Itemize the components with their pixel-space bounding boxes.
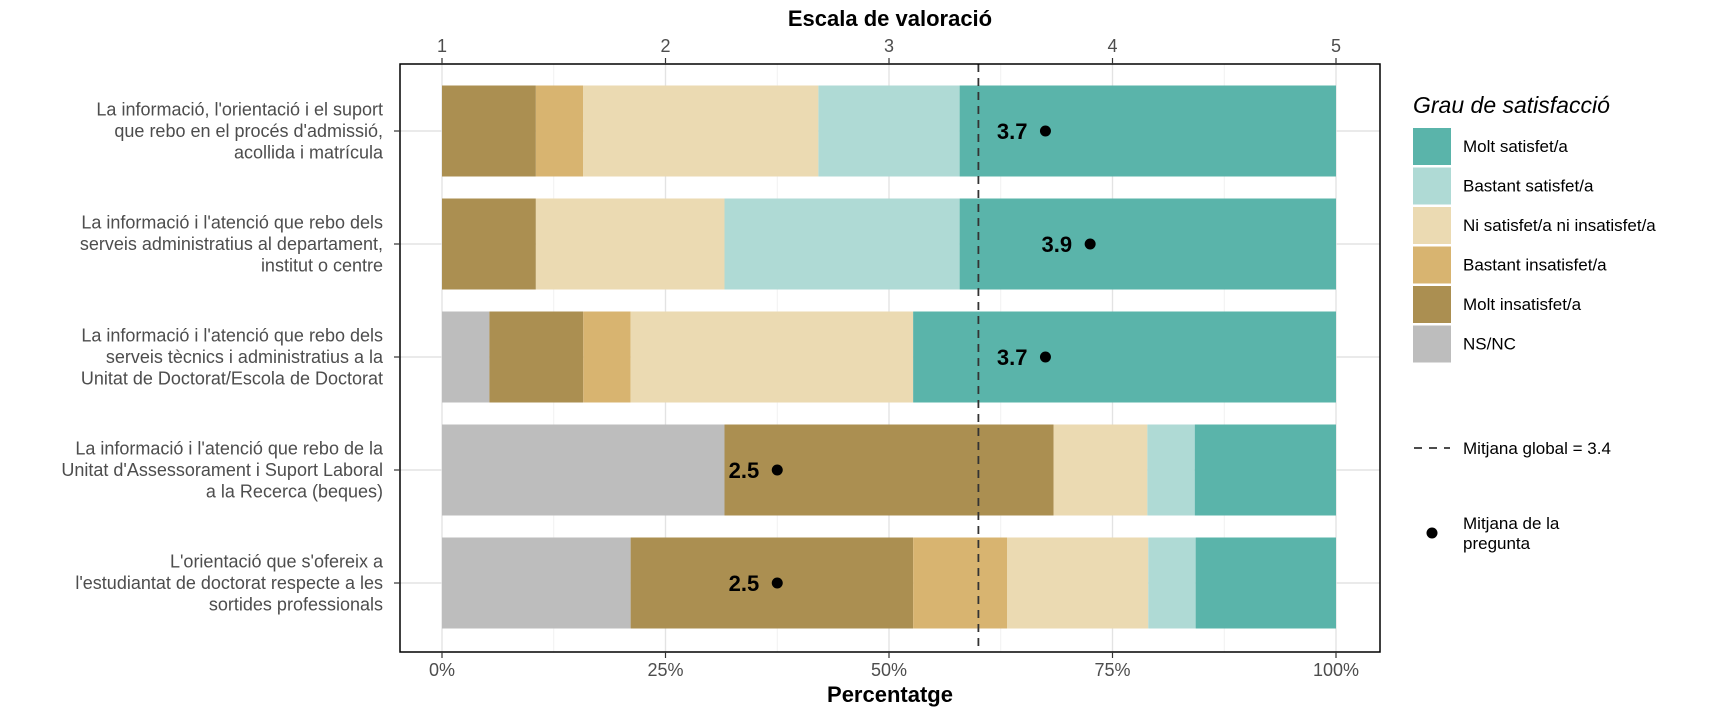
category-label: institut o centre <box>261 256 383 276</box>
x-axis-top: 1 2 3 4 5 <box>437 36 1341 64</box>
legend-question-mean-label: pregunta <box>1463 534 1531 553</box>
x-tick-label: 50% <box>871 660 907 680</box>
mean-point <box>1039 125 1051 137</box>
mean-label: 3.7 <box>997 345 1028 370</box>
category-label: serveis administratius al departament, <box>80 234 383 254</box>
bar-segment <box>724 198 960 290</box>
mean-point <box>1039 351 1051 363</box>
legend-swatch <box>1413 246 1451 284</box>
category-label: La informació i l'atenció que rebo dels <box>81 326 383 346</box>
x-tick-label: 25% <box>647 660 683 680</box>
legend-global-mean-label: Mitjana global = 3.4 <box>1463 439 1611 458</box>
category-label: l'estudiantat de doctorat respecte a les <box>75 573 383 593</box>
bar-segment <box>959 85 1336 177</box>
bar-segment <box>442 424 725 516</box>
bar-segment <box>818 85 960 177</box>
x-axis-title: Percentatge <box>827 682 953 707</box>
x-axis-bottom: 0% 25% 50% 75% 100% <box>429 652 1359 680</box>
legend: Grau de satisfacció Molt satisfet/a Basta… <box>1413 92 1656 553</box>
bar-segment <box>442 85 536 177</box>
legend-label: Bastant satisfet/a <box>1463 177 1594 196</box>
x-tick-label: 0% <box>429 660 455 680</box>
bar-segment <box>1195 537 1336 629</box>
category-label: La informació i l'atenció que rebo de la <box>75 439 384 459</box>
category-label: L'orientació que s'ofereix a <box>170 552 384 572</box>
bar-segment <box>1007 537 1149 629</box>
mean-point <box>1084 238 1096 250</box>
bar-segment <box>535 198 725 290</box>
legend-swatch <box>1413 286 1451 323</box>
bar-segment <box>535 85 584 177</box>
category-label: Unitat de Doctorat/Escola de Doctorat <box>81 369 383 389</box>
category-label: acollida i matrícula <box>234 143 384 163</box>
category-label: La informació, l'orientació i el suport <box>96 100 383 120</box>
bar-segment <box>630 311 914 403</box>
bar-segment <box>442 311 490 403</box>
legend-label: Molt insatisfet/a <box>1463 295 1582 314</box>
mean-label: 2.5 <box>729 458 760 483</box>
mean-label: 3.9 <box>1042 232 1073 257</box>
legend-swatch <box>1413 325 1451 363</box>
bar-segment <box>1148 537 1196 629</box>
legend-question-mean-key <box>1426 527 1438 539</box>
bar-segment <box>489 311 584 403</box>
legend-swatch <box>1413 128 1451 165</box>
plot-panel-border <box>399 63 1381 653</box>
mean-point <box>771 577 783 589</box>
bar-segment <box>913 537 1008 629</box>
x2-axis-title: Escala de valoració <box>788 6 992 31</box>
category-label: serveis tècnics i administratius a la <box>106 347 384 367</box>
mean-label: 2.5 <box>729 571 760 596</box>
category-label: Unitat d'Assessorament i Suport Laboral <box>61 460 383 480</box>
category-label: sortides professionals <box>209 595 383 615</box>
bar-segment <box>1147 424 1195 516</box>
category-label: que rebo en el procés d'admissió, <box>114 121 383 141</box>
question-mean-points: 3.7 3.9 3.7 2.5 2.5 <box>729 119 1096 596</box>
y-axis-categories: La informació, l'orientació i el suportq… <box>61 100 400 615</box>
x2-tick-label: 3 <box>884 36 894 56</box>
bar-segment <box>583 311 631 403</box>
legend-swatch <box>1413 167 1451 205</box>
mean-label: 3.7 <box>997 119 1028 144</box>
legend-label: NS/NC <box>1463 335 1516 354</box>
x2-tick-label: 2 <box>660 36 670 56</box>
legend-label: Bastant insatisfet/a <box>1463 256 1607 275</box>
mean-point <box>771 464 783 476</box>
bar-segment <box>442 537 631 629</box>
legend-question-mean-label: Mitjana de la <box>1463 514 1560 533</box>
bar-segment <box>913 311 1336 403</box>
legend-label: Ni satisfet/a ni insatisfet/a <box>1463 216 1656 235</box>
bar-segment <box>442 198 536 290</box>
x-tick-label: 75% <box>1094 660 1130 680</box>
x2-tick-label: 4 <box>1107 36 1117 56</box>
legend-label: Molt satisfet/a <box>1463 137 1568 156</box>
x2-tick-label: 5 <box>1331 36 1341 56</box>
legend-title: Grau de satisfacció <box>1413 92 1610 118</box>
bar-segment <box>1194 424 1336 516</box>
bar-segment <box>959 198 1336 290</box>
legend-swatch <box>1413 207 1451 244</box>
x2-tick-label: 1 <box>437 36 447 56</box>
category-label: La informació i l'atenció que rebo dels <box>81 213 383 233</box>
bar-segment <box>583 85 819 177</box>
category-label: a la Recerca (beques) <box>206 482 383 502</box>
stacked-bars <box>442 85 1336 629</box>
bar-segment <box>1053 424 1148 516</box>
x-tick-label: 100% <box>1313 660 1359 680</box>
